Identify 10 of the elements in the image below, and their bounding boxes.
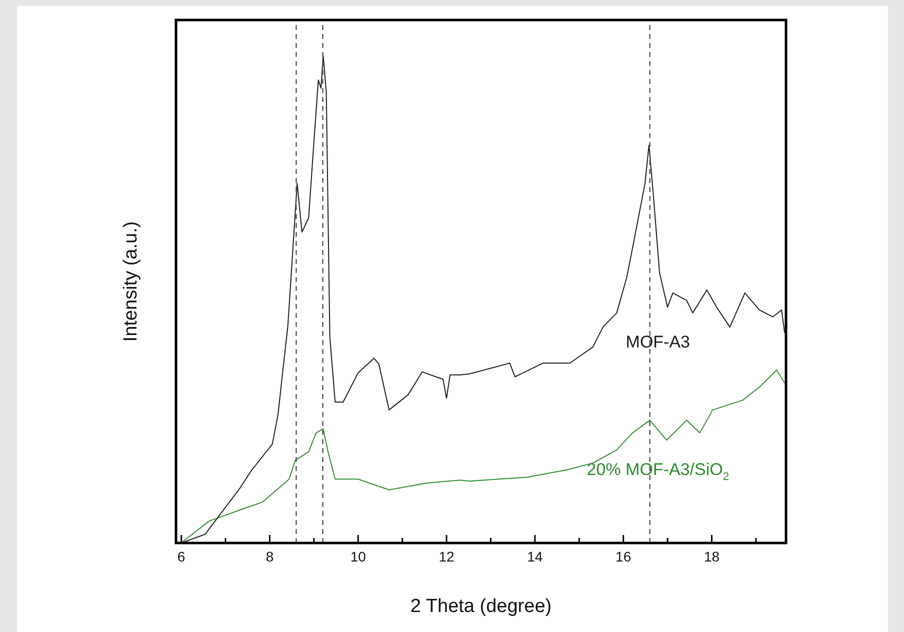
x-tick-label: 8 (266, 548, 274, 564)
x-tick-label: 14 (527, 548, 543, 564)
x-tick-label: 18 (704, 548, 720, 564)
x-tick-label: 6 (177, 548, 186, 564)
x-tick-label: 12 (438, 548, 455, 564)
x-axis-title: 2 Theta (degree) (410, 596, 552, 617)
x-tick-label: 10 (350, 548, 366, 564)
y-axis-title: Intensity (a.u.) (120, 221, 142, 342)
series-label: MOF-A3 (626, 332, 690, 352)
x-tick-label: 16 (616, 548, 632, 564)
